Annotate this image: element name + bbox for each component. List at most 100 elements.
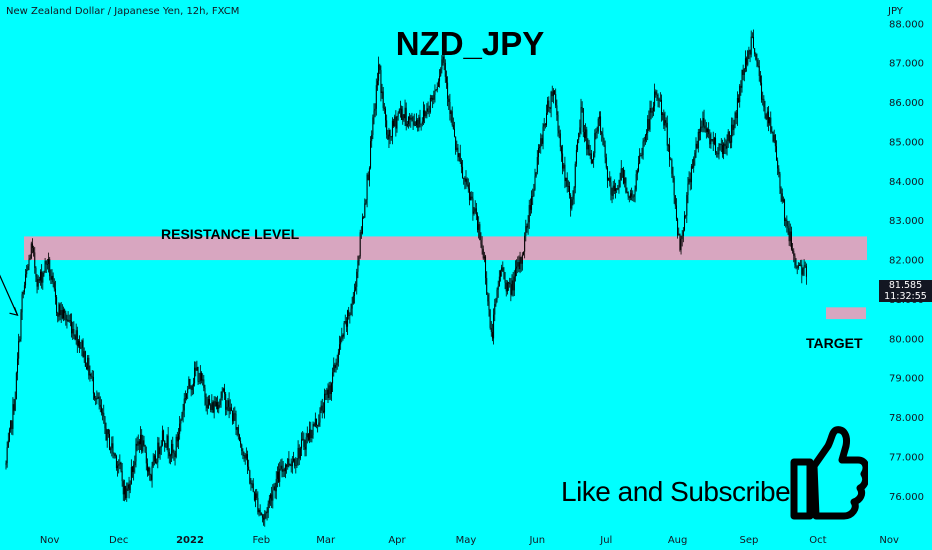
candle-body	[790, 231, 792, 250]
candle-body	[472, 198, 474, 214]
candle-body	[92, 376, 94, 394]
zones-layer	[24, 236, 867, 320]
candle-body	[233, 413, 235, 422]
candle-body	[349, 314, 351, 317]
candle-body	[661, 99, 662, 116]
candle-body	[48, 258, 50, 265]
x-tick-label: Mar	[316, 535, 336, 546]
candle-body	[428, 111, 430, 113]
candle-body	[144, 445, 146, 453]
candle-body	[794, 255, 796, 266]
candle-body	[314, 418, 316, 427]
candle-body	[708, 128, 710, 135]
currency-label: JPY	[888, 6, 903, 17]
candle-body	[348, 310, 350, 317]
candle-body	[402, 114, 404, 121]
candle-body	[72, 328, 74, 334]
candle-body	[142, 440, 144, 452]
candle-body	[363, 217, 365, 219]
candle-body	[266, 512, 268, 513]
candle-body	[679, 233, 681, 250]
candle-body	[13, 404, 15, 411]
symbol-title: New Zealand Dollar / Japanese Yen, 12h, …	[6, 6, 240, 17]
candle-body	[195, 367, 197, 371]
candle-body	[514, 268, 516, 277]
candle-body	[301, 439, 303, 449]
candle-body	[765, 114, 767, 120]
candle-body	[405, 107, 407, 126]
candle-body	[141, 434, 143, 452]
candle-body	[404, 107, 406, 119]
candle-body	[335, 365, 337, 368]
candle-body	[210, 404, 212, 410]
candle-body	[483, 256, 485, 259]
candle-body	[152, 461, 154, 467]
candle-body	[161, 430, 163, 446]
candle-body	[370, 141, 372, 169]
candle-body	[619, 179, 621, 188]
candle-body	[785, 219, 787, 222]
candle-body	[734, 112, 736, 125]
candle-body	[353, 290, 355, 296]
candle-body	[735, 112, 737, 119]
candle-body	[577, 139, 579, 150]
candle-body	[385, 108, 386, 121]
candle-body	[463, 178, 465, 179]
candle-body	[490, 327, 492, 332]
candle-body	[533, 189, 535, 197]
candle-body	[732, 124, 734, 130]
candle-body	[667, 145, 669, 147]
candle-body	[478, 224, 480, 230]
candle-body	[709, 134, 711, 145]
candle-body	[376, 80, 378, 86]
candle-body	[151, 466, 153, 481]
candle-body	[191, 385, 193, 390]
candle-body	[501, 267, 503, 271]
candle-body	[620, 168, 622, 180]
candle-body	[467, 184, 469, 189]
candle-body	[274, 486, 276, 492]
candle-body	[408, 116, 409, 124]
candle-body	[649, 108, 651, 130]
candle-body	[617, 188, 619, 190]
candle-body	[435, 89, 437, 91]
candle-body	[682, 230, 684, 236]
candle-body	[309, 429, 311, 440]
candle-body	[347, 310, 349, 327]
candle-body	[284, 464, 286, 472]
candle-body	[342, 335, 344, 337]
candle-body	[524, 235, 526, 252]
candle-body	[562, 153, 564, 169]
candle-body	[82, 340, 84, 358]
candle-body	[11, 420, 13, 429]
last-price-value: 81.585	[888, 280, 923, 291]
candle-body	[741, 69, 743, 88]
candle-body	[215, 402, 217, 407]
candle-body	[383, 107, 385, 109]
candle-body	[703, 117, 705, 126]
candle-body	[570, 195, 572, 209]
candle-body	[166, 435, 168, 448]
candle-body	[506, 282, 508, 292]
candle-body	[175, 436, 177, 457]
candle-body	[523, 251, 524, 255]
candle-body	[173, 452, 175, 454]
candle-body	[158, 442, 160, 455]
candle-body	[485, 256, 487, 278]
x-tick-label: Jun	[528, 535, 545, 546]
candle-body	[304, 446, 306, 450]
candle-body	[797, 265, 799, 268]
candle-body	[237, 427, 239, 435]
candle-body	[594, 133, 596, 154]
candle-body	[534, 176, 536, 190]
candle-body	[84, 351, 86, 367]
candle-body	[801, 264, 803, 275]
candle-body	[458, 153, 460, 158]
candle-body	[105, 427, 107, 441]
candle-body	[662, 113, 664, 116]
candle-body	[419, 117, 421, 124]
candle-body	[571, 199, 573, 209]
zone-1	[826, 307, 866, 320]
candle-body	[793, 250, 795, 256]
candle-body	[258, 510, 260, 513]
